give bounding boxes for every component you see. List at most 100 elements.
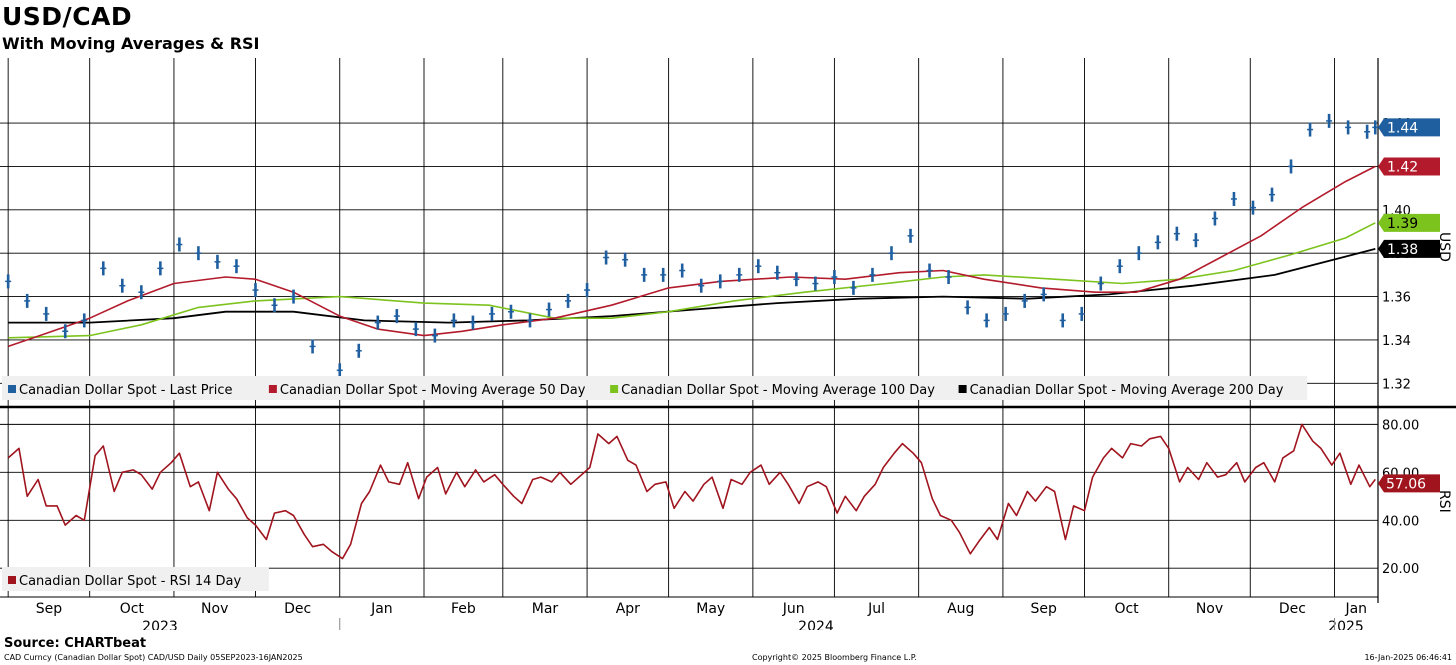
legend-item: Canadian Dollar Spot - Moving Average 20… xyxy=(958,383,1284,398)
last-value-tag-bg xyxy=(1378,157,1440,176)
last-value-tag-label: 1.44 xyxy=(1387,120,1418,136)
legend-item: Canadian Dollar Spot - Moving Average 10… xyxy=(610,383,935,398)
source-label: Source: CHARTbeat xyxy=(4,636,147,651)
price-bar xyxy=(812,276,819,291)
chart-title: USD/CAD xyxy=(2,2,133,31)
legend-box xyxy=(2,567,269,591)
x-month-label: Sep xyxy=(1030,601,1057,617)
price-bar xyxy=(336,363,343,378)
legend-label: Canadian Dollar Spot - Moving Average 50… xyxy=(280,383,586,398)
price-bar xyxy=(1002,306,1009,321)
price-bar xyxy=(1116,259,1123,274)
price-bar xyxy=(888,246,895,261)
price-bar xyxy=(641,267,648,282)
x-year-label: 2023 xyxy=(142,619,178,630)
price-bar xyxy=(1249,200,1256,215)
price-bar xyxy=(527,313,533,328)
price-bar xyxy=(1192,233,1199,248)
last-value-tag-label: 1.38 xyxy=(1387,242,1418,258)
price-bar xyxy=(1345,120,1352,135)
price-bar xyxy=(1059,313,1066,328)
price-bar xyxy=(1021,293,1028,308)
x-month-label: Sep xyxy=(36,601,63,617)
price-bar xyxy=(1097,276,1104,291)
price-bar xyxy=(374,315,381,330)
x-month-label: Jun xyxy=(782,601,805,617)
price-y-tick-label: 1.32 xyxy=(1382,377,1411,392)
price-bar xyxy=(983,313,990,328)
price-bar xyxy=(1135,246,1142,261)
last-value-tag-ma50: 1.42 xyxy=(1378,157,1440,176)
price-bar xyxy=(736,267,743,282)
rsi-y-tick-label: 40.00 xyxy=(1382,514,1419,529)
last-value-tag-label: 1.42 xyxy=(1387,159,1418,175)
rsi-line xyxy=(7,423,1376,560)
legend-label: Canadian Dollar Spot - Last Price xyxy=(19,383,233,398)
x-month-label: Dec xyxy=(284,601,311,617)
price-bar xyxy=(176,237,183,252)
price-bar xyxy=(271,298,278,313)
price-bar xyxy=(309,339,316,354)
price-bar xyxy=(1269,187,1275,202)
price-bar xyxy=(1288,159,1295,174)
legend-swatch xyxy=(8,576,16,584)
price-bar xyxy=(755,259,762,274)
x-year-label: 2025 xyxy=(1328,619,1364,630)
price-bar xyxy=(698,278,705,293)
price-bar xyxy=(1364,124,1371,139)
price-bar xyxy=(850,280,857,295)
price-bar xyxy=(774,265,781,280)
legend: Canadian Dollar Spot - Last Price Canadia… xyxy=(2,376,1308,400)
price-y-tick-label: 1.36 xyxy=(1382,291,1411,306)
rsi-axis-title: RSI xyxy=(1436,490,1452,513)
price-bar xyxy=(1230,191,1237,206)
price-bar xyxy=(488,306,495,321)
x-month-label: Oct xyxy=(1114,601,1139,617)
rsi-y-tick-label: 80.00 xyxy=(1382,418,1419,433)
price-bar xyxy=(431,328,438,343)
last-value-tag-label: 57.06 xyxy=(1386,476,1426,492)
legend-box xyxy=(2,376,1308,400)
price-bar xyxy=(660,267,667,282)
legend-swatch xyxy=(8,385,16,393)
last-value-tag-price: 1.44 xyxy=(1378,118,1440,137)
price-bar xyxy=(603,250,610,265)
last-value-tag-label: 1.39 xyxy=(1387,216,1418,232)
last-value-tag-ma200: 1.38 xyxy=(1378,239,1440,258)
price-bar xyxy=(679,263,686,278)
footer-security-info: CAD Curncy (Canadian Dollar Spot) CAD/US… xyxy=(4,653,303,662)
last-value-tag-bg xyxy=(1378,239,1440,258)
ma50-line xyxy=(7,165,1376,348)
price-bar xyxy=(5,274,12,289)
price-bars xyxy=(5,113,1379,378)
price-bar xyxy=(1372,120,1379,135)
x-month-label: Jul xyxy=(867,601,885,617)
legend-item: Canadian Dollar Spot - Last Price xyxy=(8,383,233,398)
price-bar xyxy=(584,283,591,298)
price-bar xyxy=(926,263,933,278)
price-bar xyxy=(100,261,107,276)
price-bar xyxy=(469,315,476,330)
price-bar xyxy=(81,313,88,328)
price-bar xyxy=(1173,226,1180,241)
price-bar xyxy=(195,246,202,261)
price-bar xyxy=(24,293,31,308)
price-bar xyxy=(546,302,553,317)
x-month-label: May xyxy=(696,601,725,617)
x-month-label: Aug xyxy=(947,601,974,617)
x-month-label: Nov xyxy=(201,601,228,617)
x-month-label: Dec xyxy=(1279,601,1306,617)
footer-copyright: Copyright© 2025 Bloomberg Finance L.P. xyxy=(752,653,917,662)
price-bar xyxy=(1040,287,1047,302)
price-bar xyxy=(119,278,126,293)
price-axis-title: USD xyxy=(1436,232,1452,262)
last-value-tag-bg xyxy=(1378,213,1440,232)
price-bar xyxy=(869,267,876,282)
legend: Canadian Dollar Spot - RSI 14 Day xyxy=(2,567,269,591)
footer-timestamp: 16-Jan-2025 06:46:41 xyxy=(1364,653,1452,662)
price-bar xyxy=(233,259,240,274)
price-bar xyxy=(252,283,259,298)
price-bar xyxy=(412,322,419,337)
price-bar xyxy=(138,285,145,300)
x-month-label: Mar xyxy=(532,601,559,617)
